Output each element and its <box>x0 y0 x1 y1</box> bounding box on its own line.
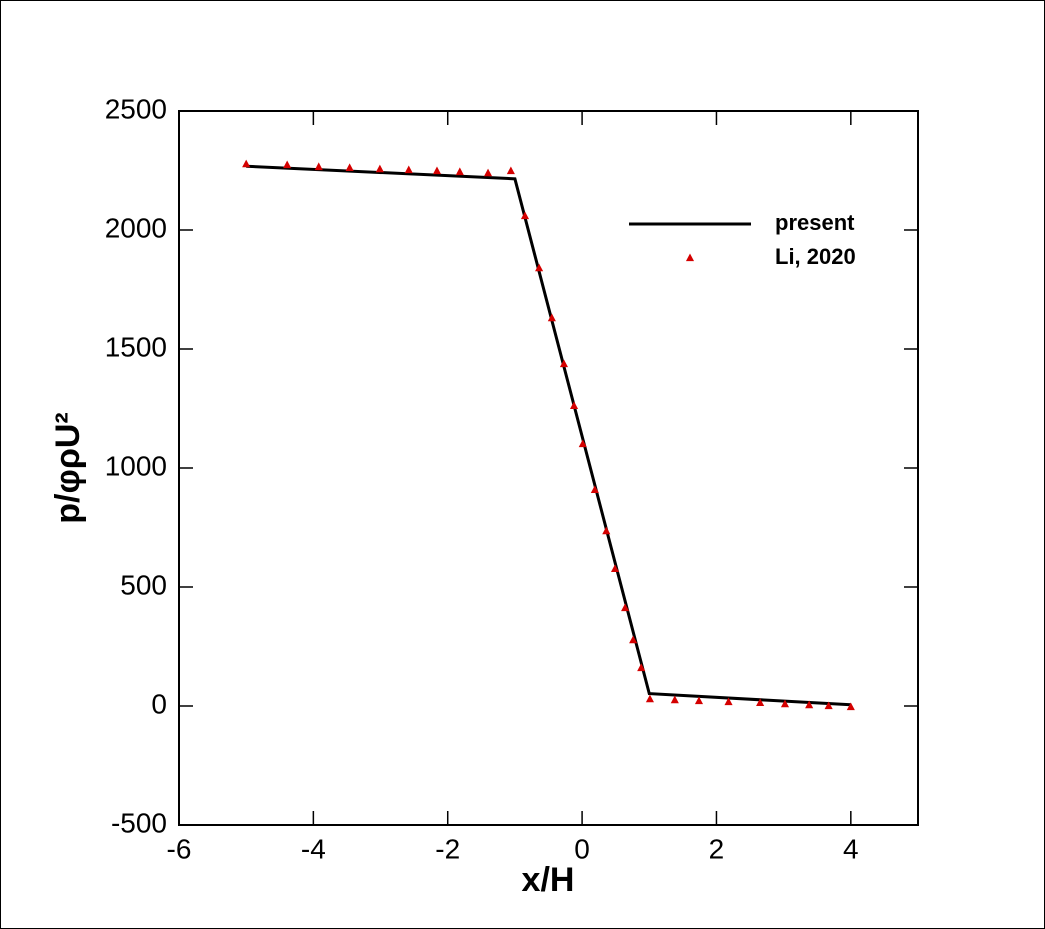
marker <box>694 696 704 705</box>
x-axis-title: x/H <box>522 861 575 899</box>
marker <box>569 401 579 410</box>
marker <box>404 165 413 174</box>
marker <box>520 211 530 220</box>
marker <box>645 694 654 703</box>
y-tick-label: 0 <box>151 688 167 719</box>
marker <box>780 699 790 708</box>
marker <box>805 700 814 709</box>
x-tick-label: -4 <box>301 833 326 864</box>
y-tick-label: 2500 <box>105 93 167 124</box>
marker <box>670 695 679 704</box>
y-tick-label: 1000 <box>105 450 167 481</box>
marker <box>610 564 620 573</box>
marker <box>432 166 442 175</box>
y-tick-label: 500 <box>120 569 167 600</box>
marker <box>242 159 251 168</box>
marker <box>629 635 638 644</box>
marker <box>483 168 493 177</box>
marker <box>455 167 464 176</box>
y-tick-label: -500 <box>111 807 167 838</box>
marker <box>547 313 556 322</box>
marker <box>345 163 354 172</box>
x-tick-label: -6 <box>167 833 192 864</box>
x-tick-label: 4 <box>843 833 859 864</box>
marker <box>314 162 323 171</box>
marker <box>756 698 765 707</box>
legend-label: Li, 2020 <box>775 244 856 269</box>
marker <box>602 526 611 535</box>
marker <box>375 164 384 173</box>
marker <box>824 701 833 710</box>
marker <box>578 439 587 448</box>
y-tick-label: 2000 <box>105 212 167 243</box>
line <box>246 164 851 707</box>
marker <box>506 166 515 175</box>
legend-label: present <box>775 210 855 235</box>
marker <box>724 697 733 706</box>
marker <box>559 359 569 368</box>
marker <box>637 663 646 672</box>
y-tick-label: 1500 <box>105 331 167 362</box>
marker <box>621 603 630 612</box>
marker <box>846 702 855 711</box>
marker <box>590 485 599 494</box>
x-tick-label: 2 <box>709 833 725 864</box>
legend-swatch <box>685 253 695 262</box>
x-tick-label: 0 <box>574 833 590 864</box>
y-axis-title: p/φρU² <box>49 412 87 523</box>
marker <box>283 160 292 169</box>
x-tick-label: -2 <box>435 833 460 864</box>
marker <box>535 263 544 272</box>
